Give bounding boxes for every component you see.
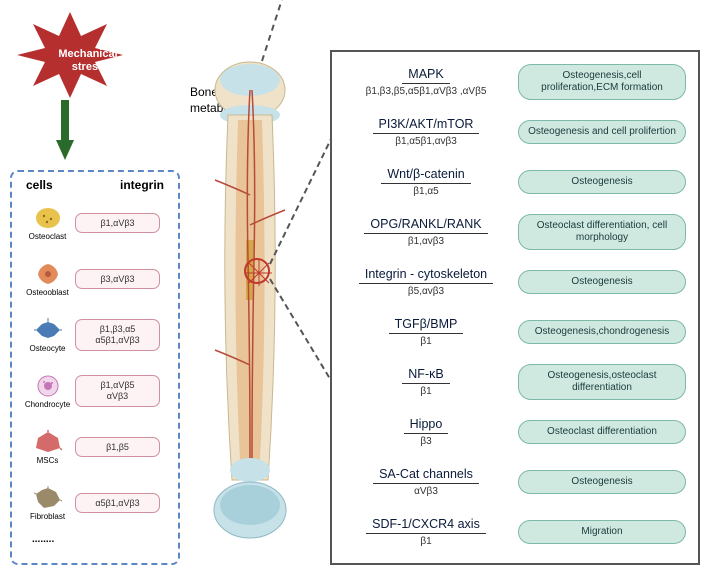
pathway-row: Hippo β3 Osteoclast differentiation [342, 410, 688, 454]
pathway-name: PI3K/AKT/mTOR [373, 117, 480, 134]
pathway-left: Wnt/β-catenin β1,α5 [342, 167, 510, 197]
cell-row: MSCs β1,β5 [20, 422, 170, 472]
cell-label: Osteocyte [29, 344, 65, 353]
cell-icon-wrap: Chondrocyte [20, 374, 75, 409]
pathway-integrins: β1,β3,β5,α5β1,αVβ3 ,αVβ5 [366, 86, 487, 97]
pathway-name: TGFβ/BMP [389, 317, 464, 334]
cell-row: Osteooblast β3,αVβ3 [20, 254, 170, 304]
cell-label: Fibroblast [30, 512, 65, 521]
cell-icon-wrap: Osteoclast [20, 206, 75, 241]
pathway-left: TGFβ/BMP β1 [342, 317, 510, 347]
pathway-effect: Osteogenesis [518, 470, 686, 494]
pathway-left: PI3K/AKT/mTOR β1,α5β1,αvβ3 [342, 117, 510, 147]
pathway-integrins: β1 [420, 536, 431, 547]
pathway-name: Wnt/β-catenin [381, 167, 470, 184]
pathway-row: SA-Cat channels αVβ3 Osteogenesis [342, 460, 688, 504]
cell-label: MSCs [37, 456, 59, 465]
ellipsis: ........ [20, 534, 170, 545]
cell-row: Chondrocyte β1,αVβ5αVβ3 [20, 366, 170, 416]
integrin-box: β3,αVβ3 [75, 269, 160, 290]
pathway-name: SDF-1/CXCR4 axis [366, 517, 486, 534]
integrin-box: β1,αVβ3 [75, 213, 160, 234]
pathway-effect: Osteogenesis,osteoclast differentiation [518, 364, 686, 400]
pathway-integrins: β1,α5β1,αvβ3 [395, 136, 457, 147]
cell-label: Osteoclast [29, 232, 67, 241]
pathway-effect: Osteogenesis,chondrogenesis [518, 320, 686, 344]
cell-icon-wrap: Osteocyte [20, 318, 75, 353]
pathway-left: NF-κB β1 [342, 367, 510, 397]
pathway-row: Integrin - cytoskeleton β5,αvβ3 Osteogen… [342, 260, 688, 304]
cell-label: Osteooblast [26, 288, 69, 297]
integrin-box: β1,β3,α5α5β1,αVβ3 [75, 319, 160, 351]
pathway-integrins: β1,αvβ3 [408, 236, 444, 247]
cell-icon [34, 318, 62, 342]
bone-marker-circle [244, 258, 270, 284]
pathway-integrins: β1 [420, 336, 431, 347]
header-cells: cells [26, 178, 53, 192]
cell-icon-wrap: Osteooblast [20, 262, 75, 297]
pathway-name: NF-κB [402, 367, 449, 384]
cell-row: Osteoclast β1,αVβ3 [20, 198, 170, 248]
pathway-name: OPG/RANKL/RANK [364, 217, 487, 234]
pathway-effect: Osteoclast differentiation [518, 420, 686, 444]
pathway-name: Integrin - cytoskeleton [359, 267, 493, 284]
cell-label: Chondrocyte [25, 400, 70, 409]
cell-icon-wrap: Fibroblast [20, 486, 75, 521]
pathway-left: SDF-1/CXCR4 axis β1 [342, 517, 510, 547]
pathway-name: SA-Cat channels [373, 467, 479, 484]
cell-icon [34, 262, 62, 286]
pathway-integrins: αVβ3 [414, 486, 438, 497]
arrow-down-icon [56, 100, 74, 160]
pathway-row: PI3K/AKT/mTOR β1,α5β1,αvβ3 Osteogenesis … [342, 110, 688, 154]
integrin-box: β1,αVβ5αVβ3 [75, 375, 160, 407]
pathway-left: Hippo β3 [342, 417, 510, 447]
pathway-row: OPG/RANKL/RANK β1,αvβ3 Osteoclast differ… [342, 210, 688, 254]
panel-header: cells integrin [20, 178, 170, 192]
pathway-effect: Osteoclast differentiation, cell morphol… [518, 214, 686, 250]
pathway-row: Wnt/β-catenin β1,α5 Osteogenesis [342, 160, 688, 204]
pathways-panel: MAPK β1,β3,β5,α5β1,αVβ3 ,αVβ5 Osteogenes… [330, 50, 700, 565]
header-integrin: integrin [120, 178, 164, 192]
bone-illustration [210, 60, 290, 540]
pathway-left: SA-Cat channels αVβ3 [342, 467, 510, 497]
cells-integrin-panel: cells integrin Osteoclast β1,αVβ3 Osteoo… [10, 170, 180, 565]
pathway-row: SDF-1/CXCR4 axis β1 Migration [342, 510, 688, 554]
integrin-box: α5β1,αVβ3 [75, 493, 160, 514]
pathway-integrins: β3 [420, 436, 431, 447]
pathway-name: Hippo [404, 417, 449, 434]
mechanical-stress-star: Mechanical stress [15, 10, 125, 100]
cell-icon-wrap: MSCs [20, 430, 75, 465]
cell-icon [34, 206, 62, 230]
mechanical-stress-label: Mechanical stress [43, 48, 133, 74]
cell-icon [34, 430, 62, 454]
pathway-row: TGFβ/BMP β1 Osteogenesis,chondrogenesis [342, 310, 688, 354]
cell-row: Osteocyte β1,β3,α5α5β1,αVβ3 [20, 310, 170, 360]
pathway-effect: Osteogenesis [518, 270, 686, 294]
pathway-row: MAPK β1,β3,β5,α5β1,αVβ3 ,αVβ5 Osteogenes… [342, 60, 688, 104]
connector-line [261, 0, 285, 61]
cell-icon [34, 486, 62, 510]
pathway-left: OPG/RANKL/RANK β1,αvβ3 [342, 217, 510, 247]
pathway-integrins: β1 [420, 386, 431, 397]
pathway-row: NF-κB β1 Osteogenesis,osteoclast differe… [342, 360, 688, 404]
pathway-name: MAPK [402, 67, 449, 84]
pathway-effect: Osteogenesis [518, 170, 686, 194]
pathway-left: MAPK β1,β3,β5,α5β1,αVβ3 ,αVβ5 [342, 67, 510, 97]
pathway-effect: Osteogenesis and cell prolifertion [518, 120, 686, 144]
pathway-effect: Osteogenesis,cell proliferation,ECM form… [518, 64, 686, 100]
pathway-integrins: β5,αvβ3 [408, 286, 444, 297]
integrin-box: β1,β5 [75, 437, 160, 458]
pathway-left: Integrin - cytoskeleton β5,αvβ3 [342, 267, 510, 297]
pathway-integrins: β1,α5 [413, 186, 438, 197]
cell-icon [34, 374, 62, 398]
cell-row: Fibroblast α5β1,αVβ3 [20, 478, 170, 528]
pathway-effect: Migration [518, 520, 686, 544]
